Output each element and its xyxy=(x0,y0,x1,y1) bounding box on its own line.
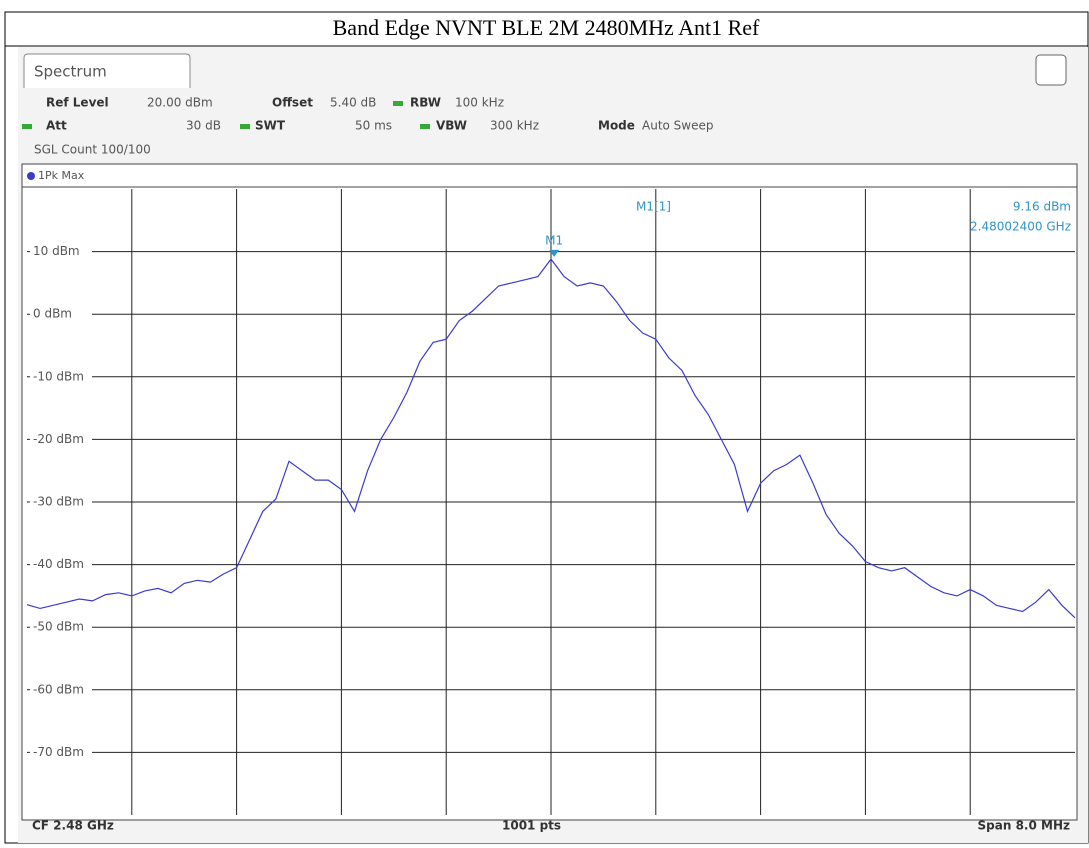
value: 5.40 dB xyxy=(330,96,376,110)
label-bg xyxy=(30,556,92,573)
value: 100 kHz xyxy=(455,96,504,110)
label: VBW xyxy=(436,119,467,133)
trace xyxy=(26,258,1076,619)
dot xyxy=(240,124,250,129)
y-tick-label: -60 dBm xyxy=(33,682,84,696)
y-tick-label: 10 dBm xyxy=(33,244,80,258)
y-tick-label: -30 dBm xyxy=(33,495,84,509)
label: Att xyxy=(46,119,67,133)
value: Auto Sweep xyxy=(642,119,714,133)
label-bg xyxy=(30,494,92,510)
plot: 10 dBm 0 dBm -10 dBm -20 dBm -30 dBm -40 dBm -… xyxy=(26,189,1076,815)
tab xyxy=(23,53,191,88)
marker-label: M1 xyxy=(545,233,563,247)
count: SGL Count 100/100 xyxy=(34,143,151,157)
label: SWT xyxy=(255,119,286,133)
marker-value: 9.16 dBm xyxy=(1013,200,1071,214)
dot xyxy=(393,101,403,106)
y-tick-label: -70 dBm xyxy=(33,745,84,759)
dot xyxy=(22,124,32,129)
y-tick-label: 0 dBm xyxy=(33,307,72,321)
label-bg xyxy=(30,368,92,385)
label-bg xyxy=(30,744,92,761)
value: 300 kHz xyxy=(490,119,539,133)
marker xyxy=(549,249,560,257)
label-bg xyxy=(30,681,92,698)
page-title: Band Edge NVNT BLE 2M 2480MHz Ant1 Ref xyxy=(333,15,760,40)
y-tick-label: -10 dBm xyxy=(33,369,84,383)
tab-label[interactable]: Spectrum xyxy=(34,63,107,81)
plot-frame xyxy=(21,163,1078,821)
legend-label: 1Pk Max xyxy=(38,169,85,182)
footer: Span 8.0 MHz xyxy=(978,819,1070,833)
value: 30 dB xyxy=(186,119,221,133)
label: RBW xyxy=(410,96,441,110)
label-bg xyxy=(30,243,92,260)
label: Ref Level xyxy=(46,96,109,110)
label-bg xyxy=(30,619,92,636)
label: Mode xyxy=(598,119,635,133)
value: 20.00 dBm xyxy=(147,96,213,110)
label-bg xyxy=(30,431,92,448)
marker-readout: M1[1] xyxy=(636,200,671,214)
footer: CF 2.48 GHz xyxy=(32,819,114,833)
label: Offset xyxy=(272,96,313,110)
label-bg xyxy=(30,306,92,323)
marker-freq: 2.48002400 GHz xyxy=(970,220,1071,234)
dot xyxy=(420,124,430,129)
value: 50 ms xyxy=(355,119,392,133)
legend-dot xyxy=(27,172,35,180)
footer: 1001 pts xyxy=(502,819,561,833)
y-tick-label: -40 dBm xyxy=(33,557,84,571)
icon[interactable] xyxy=(1035,54,1067,86)
y-tick-label: -20 dBm xyxy=(33,432,84,446)
y-tick-label: -50 dBm xyxy=(33,620,84,634)
